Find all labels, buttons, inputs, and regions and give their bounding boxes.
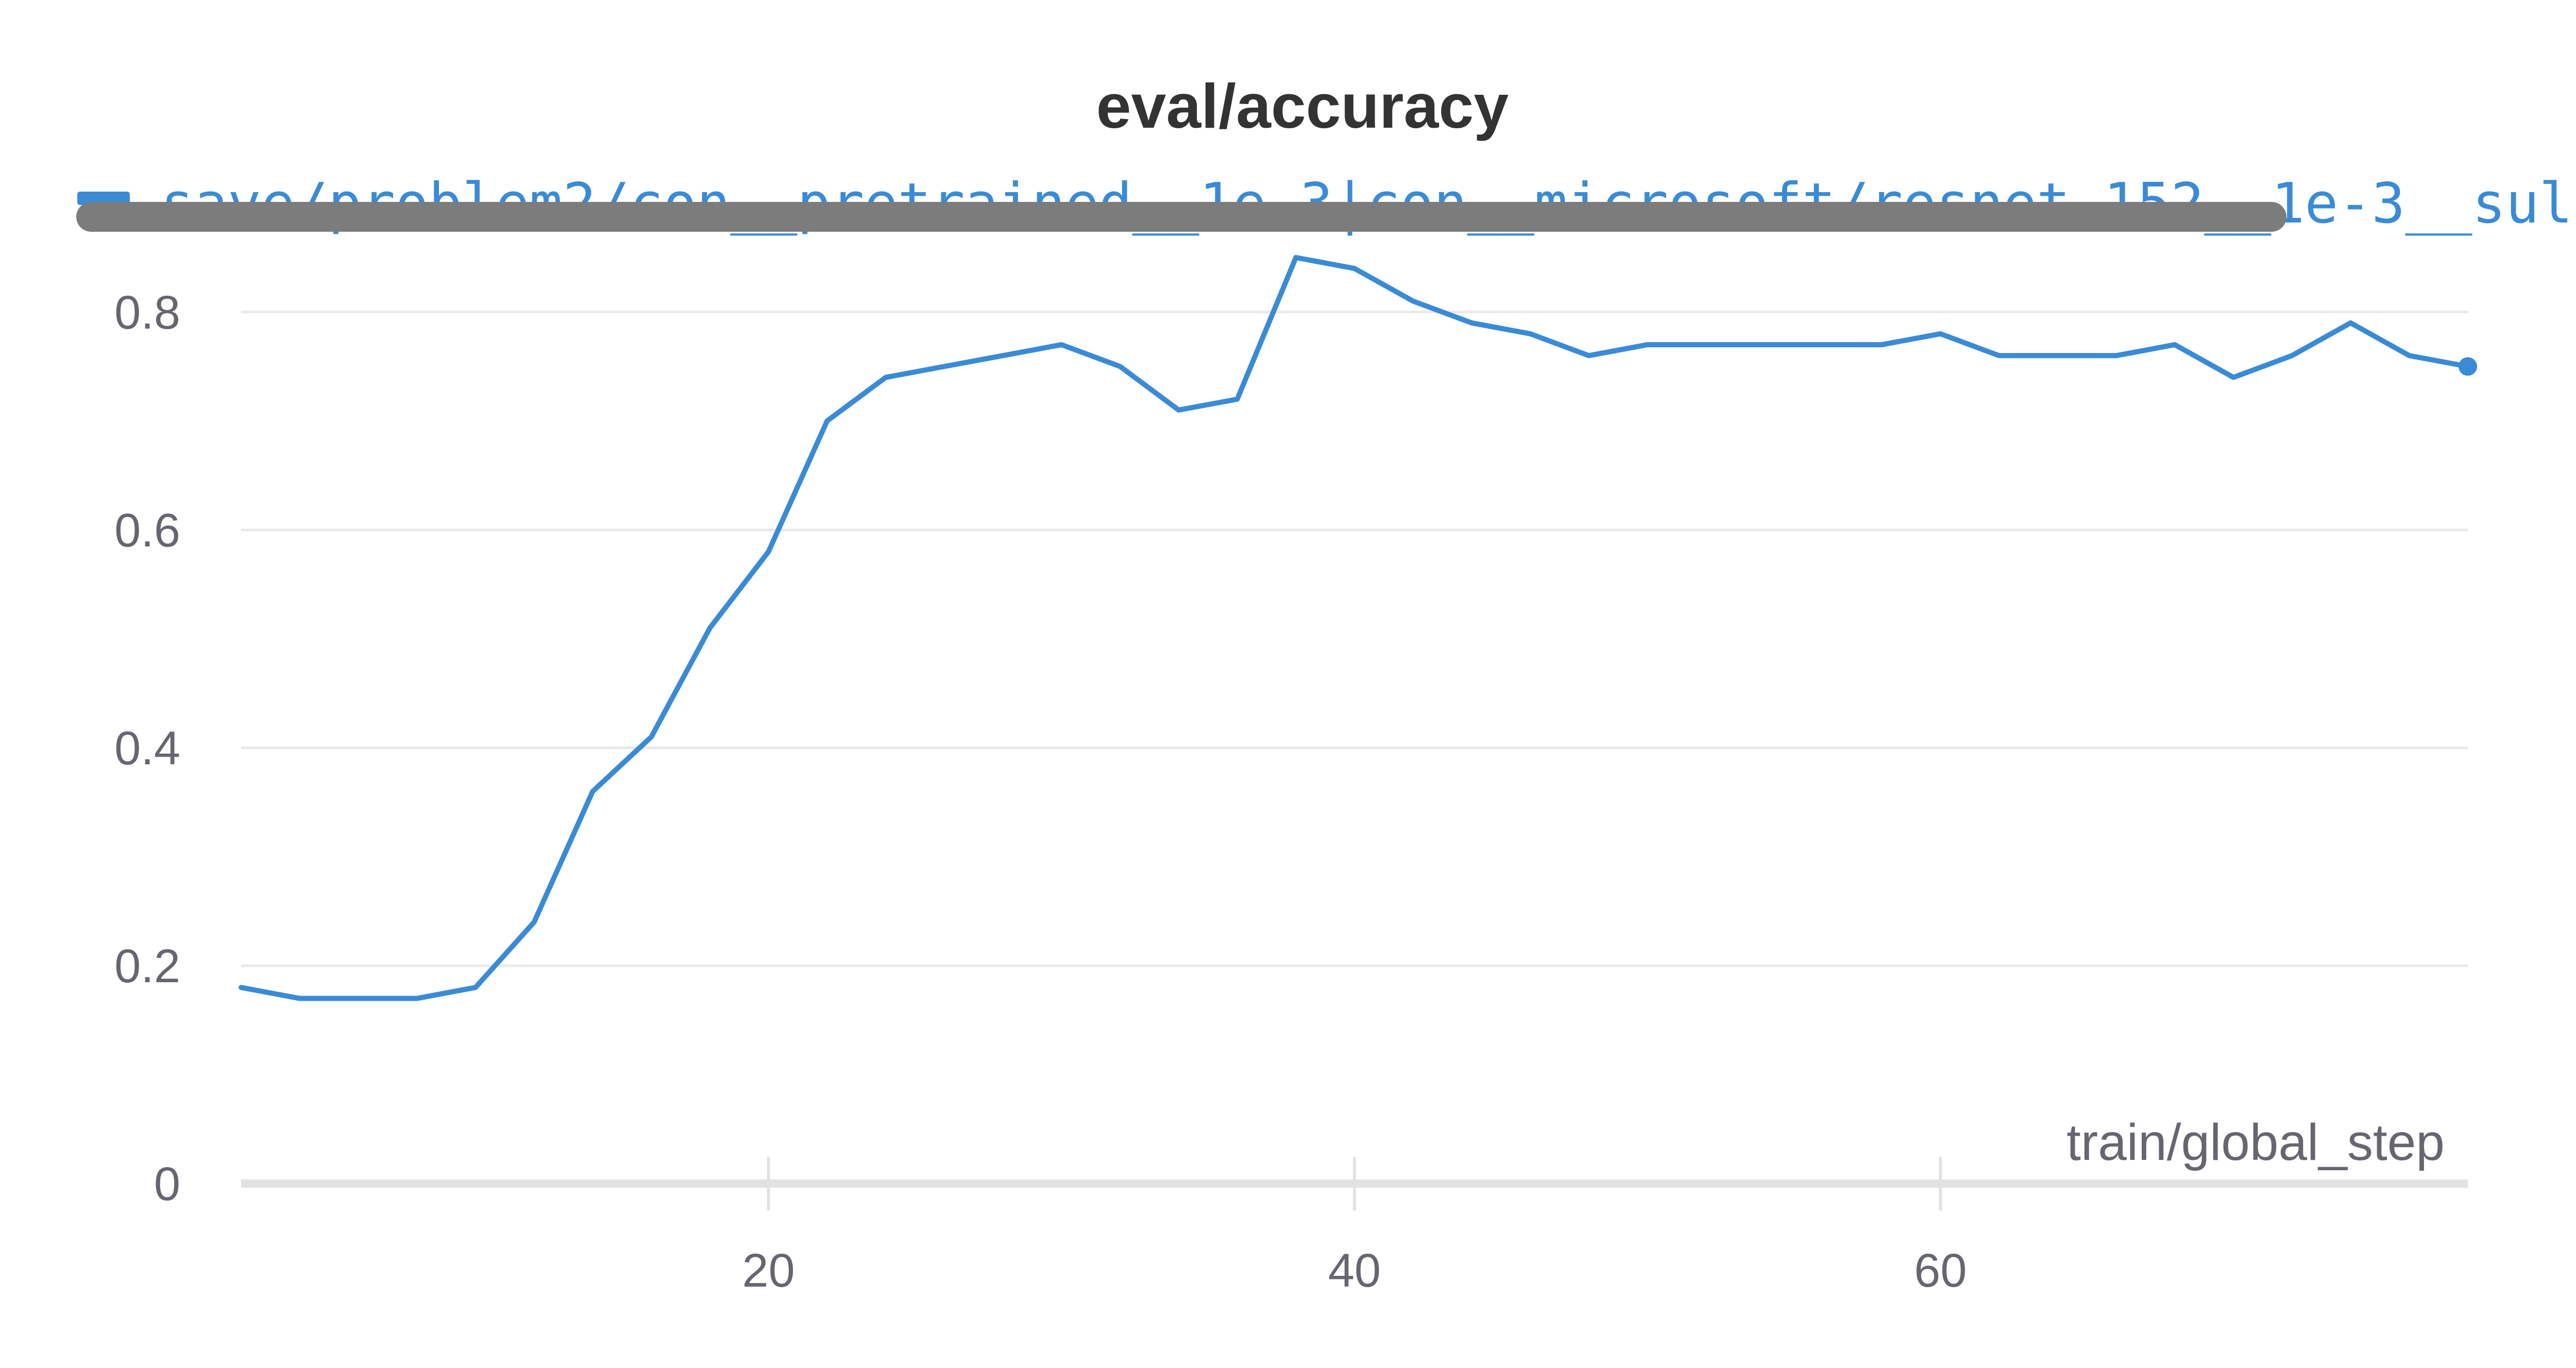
data-point	[1646, 343, 1649, 346]
data-point	[2173, 343, 2176, 346]
data-point	[825, 419, 828, 422]
data-point	[2291, 354, 2294, 357]
x-axis-label: train/global_step	[2066, 1114, 2445, 1171]
data-point	[1529, 332, 1532, 335]
data-point	[1997, 354, 2001, 357]
x-tick-label: 20	[742, 1244, 794, 1297]
data-point	[474, 986, 477, 989]
data-point	[943, 365, 946, 368]
data-point	[1822, 343, 1825, 346]
data-point	[1412, 300, 1415, 303]
series-line	[239, 255, 2470, 1001]
x-tick-label: 60	[1914, 1244, 1967, 1297]
data-point	[1236, 398, 1239, 401]
data-point	[2115, 354, 2118, 357]
data-point	[1177, 408, 1180, 412]
gridlines	[241, 311, 2468, 967]
y-tick-label: 0.2	[114, 940, 180, 993]
data-point	[767, 550, 770, 553]
data-point	[1763, 343, 1766, 346]
data-point	[357, 997, 360, 1000]
data-point	[650, 736, 653, 739]
y-tick-label: 0	[154, 1158, 180, 1210]
data-point	[415, 997, 418, 1000]
data-point	[708, 626, 711, 629]
series-layer	[239, 255, 2477, 1001]
y-tick-label: 0.4	[114, 722, 180, 775]
data-point	[591, 790, 594, 793]
data-point	[2056, 354, 2059, 357]
data-point	[1294, 256, 1297, 259]
data-point	[2349, 321, 2352, 324]
data-point	[884, 376, 887, 379]
data-point	[1060, 343, 1063, 346]
data-point	[2232, 376, 2235, 379]
redaction-bar	[76, 202, 2286, 232]
data-point	[533, 920, 536, 924]
data-point	[298, 997, 301, 1000]
data-point	[2408, 354, 2411, 357]
x-tick-label: 40	[1328, 1244, 1381, 1297]
y-axis-ticks: 0 0.2 0.4 0.6 0.8	[114, 286, 180, 1210]
x-axis: 20 40 60	[241, 1157, 2468, 1297]
data-point	[1939, 332, 1942, 335]
y-tick-label: 0.8	[114, 286, 180, 339]
chart-title: eval/accuracy	[1096, 71, 1509, 141]
data-point	[1118, 365, 1122, 368]
data-point	[1470, 321, 1473, 324]
y-tick-label: 0.6	[114, 504, 180, 557]
data-point	[1587, 354, 1590, 357]
line-swatch-icon	[77, 192, 130, 205]
legend[interactable]: save/problem2/con__pretrained__1e-3|con_…	[76, 172, 2573, 236]
data-point	[1002, 354, 1005, 357]
data-point	[1880, 343, 1884, 346]
data-point	[240, 986, 243, 989]
last-point-marker	[2459, 357, 2477, 376]
data-point	[1704, 343, 1707, 346]
data-point	[1353, 267, 1356, 270]
